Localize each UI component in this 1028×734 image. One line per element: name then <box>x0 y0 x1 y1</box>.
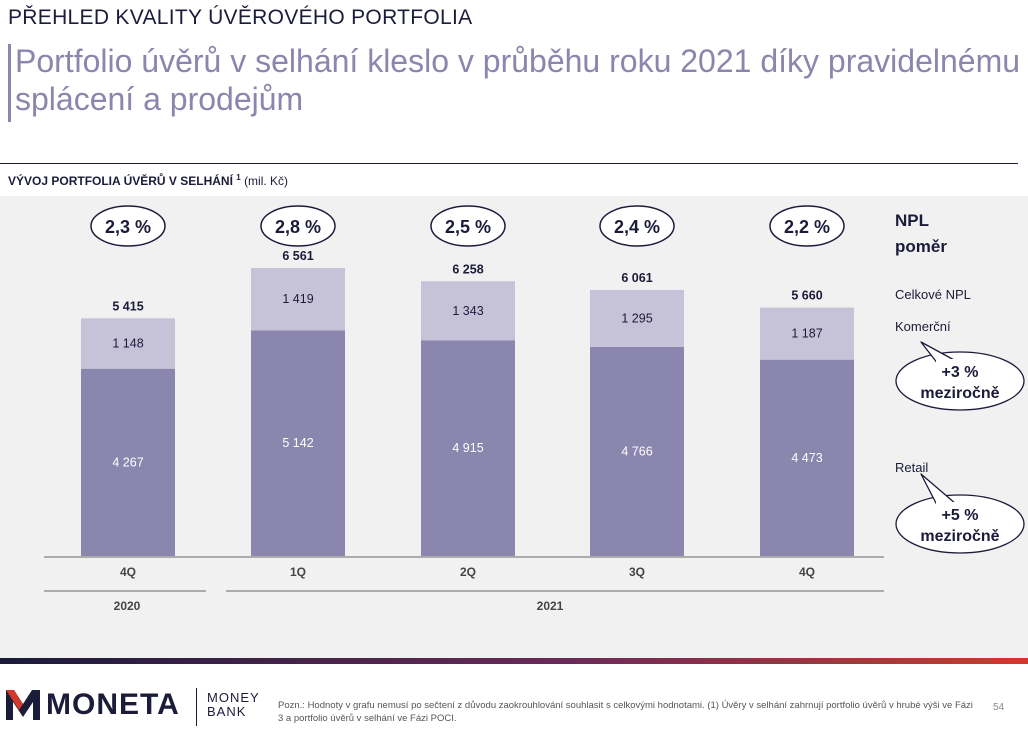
chart-heading: VÝVOJ PORTFOLIA ÚVĚRŮ V SELHÁNÍ 1 (mil. … <box>8 173 288 188</box>
npl-ratio-value: 2,3 % <box>105 217 151 237</box>
commercial-yoy-callout-line2: meziročně <box>920 385 999 402</box>
chart-unit: (mil. Kč) <box>244 174 289 188</box>
npl-ratio-value: 2,5 % <box>445 217 491 237</box>
category-label: 1Q <box>290 565 306 579</box>
logo-wordmark: MONETA <box>46 688 180 721</box>
commercial-yoy-callout-line1: +3 % <box>942 364 979 381</box>
bar-retail <box>760 359 854 556</box>
page-number: 54 <box>993 702 1005 713</box>
npl-ratio-bubble <box>260 205 336 247</box>
footer-gradient-bar <box>0 658 1028 664</box>
total-value-label: 6 561 <box>282 249 313 263</box>
npl-ratio-value: 2,2 % <box>784 217 830 237</box>
retail-yoy-callout-tail-mask <box>936 502 964 510</box>
retail-value-label: 4 766 <box>621 444 652 458</box>
commercial-value-label: 1 148 <box>112 337 143 351</box>
legend-retail: Retail <box>895 460 929 475</box>
legend-total-npl: Celkové NPL <box>895 287 971 302</box>
title-accent-bar <box>8 44 11 122</box>
bar-retail <box>590 346 684 556</box>
commercial-yoy-callout-tail-mask <box>936 359 964 367</box>
page-headline: Portfolio úvěrů v selhání kleslo v průbě… <box>15 43 1021 117</box>
total-value-label: 5 660 <box>791 289 822 303</box>
retail-value-label: 4 915 <box>452 441 483 455</box>
logo-subtitle-line2: BANK <box>207 704 247 719</box>
year-label-2021: 2021 <box>536 599 564 613</box>
npl-ratio-value: 2,4 % <box>614 217 660 237</box>
retail-yoy-callout-line2: meziročně <box>920 528 999 545</box>
commercial-value-label: 1 419 <box>282 292 313 306</box>
footnote-text: Pozn.: Hodnoty v grafu nemusí po sečtení… <box>278 700 973 724</box>
bar-retail <box>251 330 345 556</box>
commercial-value-label: 1 343 <box>452 304 483 318</box>
category-label: 3Q <box>629 565 645 579</box>
chart-heading-text: VÝVOJ PORTFOLIA ÚVĚRŮ V SELHÁNÍ <box>8 174 233 188</box>
category-label: 2Q <box>460 565 476 579</box>
npl-ratio-title-line2: poměr <box>895 237 947 256</box>
npl-ratio-title: NPL poměr <box>895 208 947 260</box>
total-value-label: 5 415 <box>112 299 143 313</box>
footnote-marker: 1 <box>236 173 241 182</box>
logo-divider <box>196 688 197 726</box>
npl-ratio-bubble <box>599 205 675 247</box>
bar-retail <box>81 368 175 556</box>
moneta-logo: MONETA <box>6 688 180 722</box>
total-value-label: 6 258 <box>452 262 483 276</box>
npl-ratio-bubble <box>769 205 845 247</box>
commercial-value-label: 1 187 <box>791 327 822 341</box>
retail-yoy-callout-line1: +5 % <box>942 507 979 524</box>
category-label: 4Q <box>799 565 815 579</box>
section-title: PŘEHLED KVALITY ÚVĚROVÉHO PORTFOLIA <box>8 6 473 29</box>
legend-commercial: Komerční <box>895 319 951 334</box>
moneta-m-icon <box>6 690 40 720</box>
npl-ratio-bubble <box>90 205 166 247</box>
retail-value-label: 4 473 <box>791 451 822 465</box>
commercial-value-label: 1 295 <box>621 311 652 325</box>
retail-value-label: 5 142 <box>282 436 313 450</box>
npl-ratio-bubble <box>430 205 506 247</box>
logo-subtitle-line1: MONEY <box>207 690 260 705</box>
npl-ratio-value: 2,8 % <box>275 217 321 237</box>
npl-ratio-title-line1: NPL <box>895 211 929 230</box>
bar-commercial <box>251 268 345 331</box>
bar-commercial <box>81 318 175 369</box>
retail-yoy-callout-bubble <box>895 494 1025 554</box>
year-label-2020: 2020 <box>113 599 141 613</box>
bar-commercial <box>590 289 684 347</box>
bar-commercial <box>760 307 854 360</box>
commercial-yoy-callout-bubble <box>895 351 1025 411</box>
total-value-label: 6 061 <box>621 271 652 285</box>
retail-value-label: 4 267 <box>112 455 143 469</box>
header-divider <box>0 163 1018 164</box>
bar-retail <box>421 340 515 556</box>
logo-subtitle: MONEY BANK <box>207 691 260 719</box>
bar-commercial <box>421 281 515 341</box>
category-label: 4Q <box>120 565 136 579</box>
